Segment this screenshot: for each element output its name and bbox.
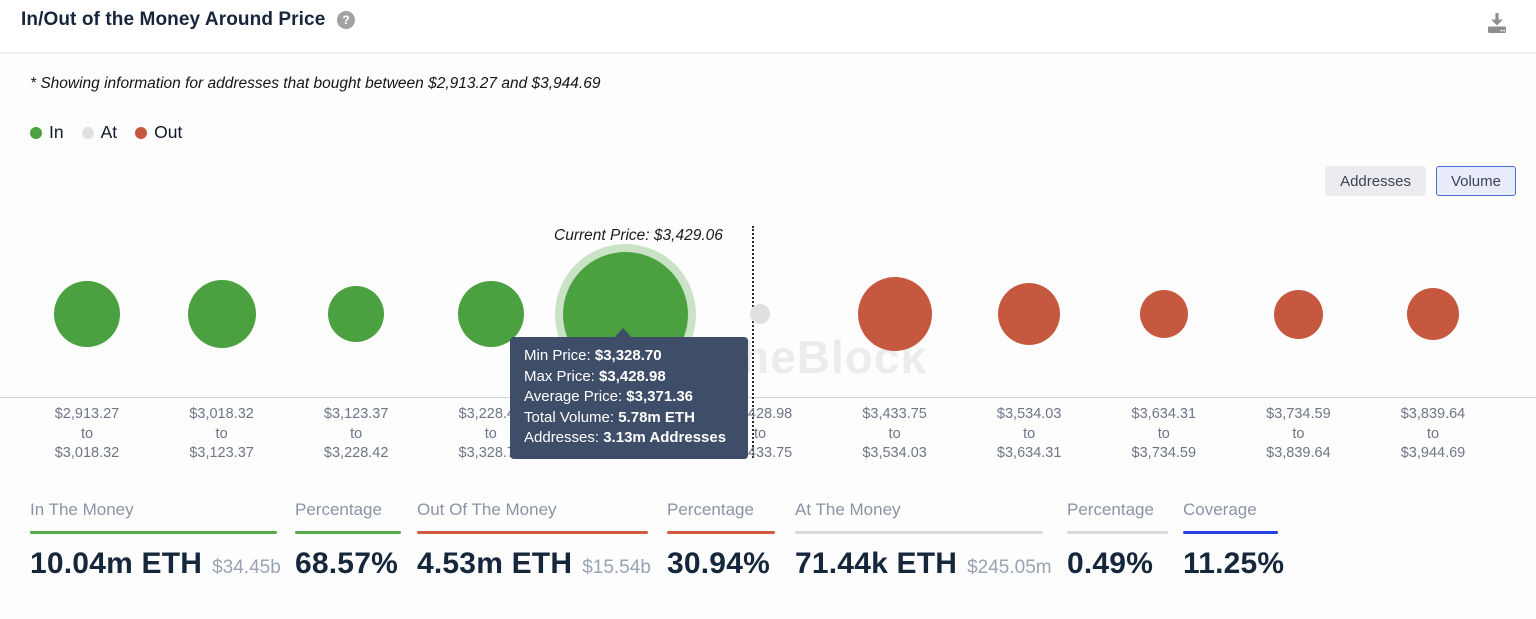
summary-stats: In The Money 10.04m ETH $34.45b Percentage 6… [0, 500, 1536, 610]
stat-label: At The Money [795, 500, 901, 519]
stat-coverage: Coverage 11.25% [1183, 500, 1284, 581]
legend-dot-icon [135, 126, 148, 139]
legend: In At Out [30, 122, 182, 143]
stat-in-the-money: In The Money 10.04m ETH $34.45b [30, 500, 281, 581]
bucket-tooltip: Min Price: $3,328.70 Max Price: $3,428.98… [510, 328, 748, 459]
stat-percentage: Percentage 30.94% [667, 500, 775, 581]
stat-subvalue: $15.54b [582, 557, 651, 578]
stat-accent-rule [295, 531, 401, 534]
legend-label: Out [154, 122, 183, 142]
x-axis-label: $3,228.42 to $3,328.70 [458, 406, 524, 461]
bubble-out-10[interactable] [1407, 288, 1459, 340]
stat-at-the-money: At The Money 71.44k ETH $245.05m [795, 500, 1052, 581]
stat-value: 71.44k ETH [795, 547, 958, 580]
x-axis-line [0, 397, 1536, 398]
stat-percentage: Percentage 0.49% [1067, 500, 1168, 581]
legend-label: At [100, 122, 118, 142]
x-axis-label: $3,433.75 to $3,534.03 [862, 406, 927, 461]
tooltip-row: Total Volume: 5.78m ETH [524, 408, 695, 426]
x-axis-label: $3,534.03 to $3,634.31 [996, 406, 1062, 461]
legend-dot-icon [30, 126, 42, 139]
bubble-chart: TheBlock Current Price: $3,429.06 $2,913… [0, 200, 1536, 480]
bubble-at-5[interactable] [750, 304, 770, 324]
stat-percentage: Percentage 68.57% [295, 500, 401, 581]
stat-value: 10.04m ETH [30, 547, 203, 580]
bubble-in-3[interactable] [457, 281, 524, 347]
stat-label: Coverage [1183, 500, 1257, 519]
bubble-out-9[interactable] [1273, 289, 1323, 339]
stat-accent-rule [1067, 531, 1168, 534]
volume-button[interactable]: Volume [1435, 166, 1516, 196]
x-axis-label: $3,734.59 to $3,839.64 [1266, 406, 1331, 461]
bubble-in-0[interactable] [54, 281, 120, 347]
stat-subvalue: $245.05m [967, 557, 1052, 578]
x-axis-label: $3,018.32 to $3,123.37 [189, 406, 254, 461]
stat-label: Percentage [667, 500, 754, 519]
tooltip-row: Average Price: $3,371.36 [524, 388, 694, 405]
current-price-label: Current Price: $3,429.06 [554, 227, 723, 244]
legend-label: In [49, 122, 64, 142]
tooltip-row: Addresses: 3.13m Addresses [524, 429, 727, 446]
panel-header: In/Out of the Money Around Price ? [0, 0, 1536, 54]
tooltip-row: Min Price: $3,328.70 [524, 347, 662, 364]
tooltip-row: Max Price: $3,428.98 [524, 367, 666, 385]
bought-range-note: * Showing information for addresses that… [30, 75, 601, 92]
x-axis-label: $3,839.64 to $3,944.69 [1400, 406, 1466, 461]
stat-label: Out Of The Money [417, 500, 557, 519]
x-axis-label: $3,634.31 to $3,734.59 [1131, 406, 1197, 461]
stat-accent-rule [795, 531, 1043, 534]
download-icon[interactable] [1484, 10, 1510, 36]
stat-subvalue: $34.45b [212, 557, 281, 578]
legend-item-out[interactable]: Out [135, 122, 182, 143]
stat-accent-rule [667, 531, 775, 534]
current-price-line [752, 226, 754, 458]
bubble-in-1[interactable] [187, 280, 256, 348]
bubble-out-8[interactable] [1139, 290, 1188, 338]
stat-label: In The Money [30, 500, 134, 519]
help-icon[interactable]: ? [337, 11, 355, 29]
addresses-button[interactable]: Addresses [1325, 166, 1426, 196]
view-toggle: Addresses Volume [1325, 166, 1516, 196]
stat-value: 30.94% [667, 547, 770, 580]
bubble-out-7[interactable] [998, 283, 1061, 345]
bubble-out-6[interactable] [857, 277, 932, 351]
x-axis-label: $3,123.37 to $3,228.42 [323, 406, 389, 461]
stat-value: 0.49% [1067, 547, 1154, 580]
bubble-in-2[interactable] [328, 286, 385, 342]
legend-item-at[interactable]: At [81, 122, 118, 143]
stat-label: Percentage [1067, 500, 1154, 519]
stat-accent-rule [1183, 531, 1278, 534]
stat-value: 4.53m ETH [417, 547, 573, 580]
stat-value: 11.25% [1183, 547, 1285, 580]
stat-value: 68.57% [295, 547, 398, 580]
stat-accent-rule [417, 531, 648, 534]
legend-dot-icon [81, 126, 94, 139]
page-title: In/Out of the Money Around Price [21, 9, 326, 30]
x-axis-label: $2,913.27 to $3,018.32 [54, 406, 120, 461]
legend-item-in[interactable]: In [30, 122, 64, 143]
stat-out-of-the-money: Out Of The Money 4.53m ETH $15.54b [417, 500, 651, 581]
stat-accent-rule [30, 531, 277, 534]
stat-label: Percentage [295, 500, 382, 519]
